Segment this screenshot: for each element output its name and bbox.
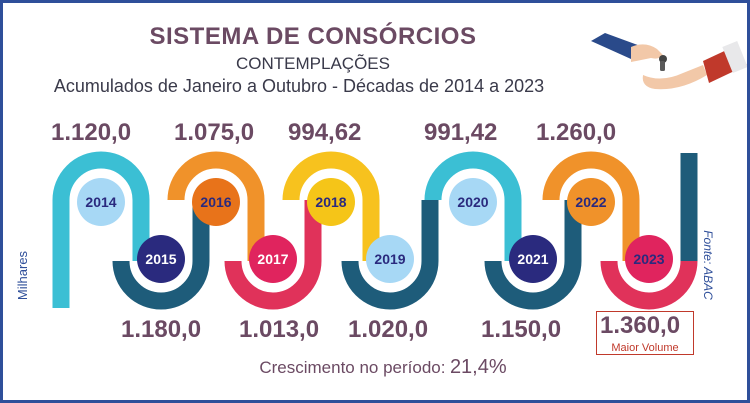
year-label-2023: 2023 <box>633 251 664 267</box>
ribbon-segment-2016 <box>167 151 265 201</box>
value-label-2018: 994,62 <box>288 119 362 146</box>
value-label-2014: 1.120,0 <box>51 119 132 146</box>
value-label-2022: 1.260,0 <box>536 119 617 146</box>
year-label-2021: 2021 <box>517 251 548 267</box>
chart-subtitle: CONTEMPLAÇÕES <box>236 54 390 73</box>
ribbon-segment-2019 <box>341 260 439 310</box>
growth-value: 21,4% <box>449 356 507 378</box>
source-label: Fonte: ABAC <box>700 230 715 300</box>
year-circle-2014 <box>77 178 125 226</box>
max-volume-box <box>596 311 694 355</box>
value-label-2021: 1.150,0 <box>481 316 562 343</box>
year-label-2019: 2019 <box>374 251 405 267</box>
ribbon-segment-2023 <box>600 260 698 310</box>
timeline-ribbon <box>52 151 698 310</box>
value-label-2017: 1.013,0 <box>239 316 320 343</box>
ribbon-segment-2018 <box>282 151 380 201</box>
year-label-2014: 2014 <box>85 194 116 210</box>
ribbon-segment-2017 <box>224 260 322 310</box>
timeline-chart: 2014 2015 2016 2017 2018 2019 2020 2021 2022 2023 <box>52 33 747 310</box>
value-label-2015: 1.180,0 <box>121 316 202 343</box>
ribbon-segment-2021 <box>484 260 582 310</box>
hands-key-icon <box>591 33 747 90</box>
max-volume-label: Maior Volume <box>611 342 679 354</box>
year-label-2020: 2020 <box>457 194 488 210</box>
year-label-2016: 2016 <box>200 194 231 210</box>
year-circle-2022 <box>567 178 615 226</box>
year-label-2017: 2017 <box>257 251 288 267</box>
year-label-2022: 2022 <box>575 194 606 210</box>
chart-title: SISTEMA DE CONSÓRCIOS <box>149 23 477 50</box>
growth-label: Crescimento no período: <box>259 358 446 377</box>
year-circle-2018 <box>307 178 355 226</box>
year-label-2015: 2015 <box>145 251 176 267</box>
ribbon-segment-2014 <box>52 151 150 201</box>
year-circle-2015 <box>137 235 185 283</box>
value-label-2023: 1.360,0 <box>600 312 681 339</box>
year-circle-2021 <box>509 235 557 283</box>
year-circle-2017 <box>249 235 297 283</box>
value-label-2019: 1.020,0 <box>348 316 429 343</box>
y-axis-label: Milhares <box>15 250 31 301</box>
year-circle-2020 <box>449 178 497 226</box>
ribbon-segment-2015 <box>112 260 210 310</box>
year-circle-2023 <box>625 235 673 283</box>
year-circles: 2014 2015 2016 2017 2018 2019 2020 2021 2022 2023 <box>77 178 673 283</box>
value-label-2016: 1.075,0 <box>174 119 255 146</box>
year-circle-2019 <box>366 235 414 283</box>
ribbon-segment-2022 <box>542 151 640 201</box>
year-circle-2016 <box>192 178 240 226</box>
chart-period: Acumulados de Janeiro a Outubro - Década… <box>53 76 545 96</box>
value-label-2020: 991,42 <box>424 119 498 146</box>
growth-summary: Crescimento no período: 21,4% <box>183 356 583 379</box>
ribbon-segment-2020 <box>424 151 522 201</box>
year-label-2018: 2018 <box>315 194 346 210</box>
